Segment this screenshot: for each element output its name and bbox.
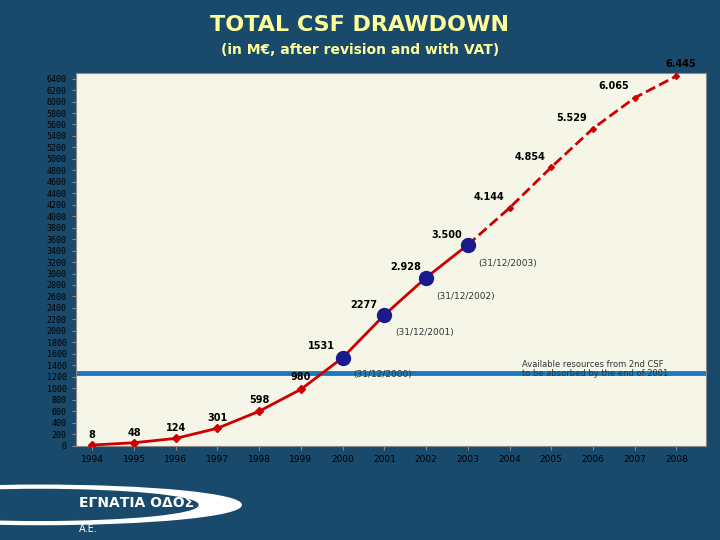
Text: 4.854: 4.854 xyxy=(515,152,546,161)
Circle shape xyxy=(0,489,198,521)
Text: (31/12/2000): (31/12/2000) xyxy=(353,370,412,379)
Point xyxy=(379,310,390,319)
Text: (31/12/2003): (31/12/2003) xyxy=(478,259,537,268)
Text: 8: 8 xyxy=(89,430,96,441)
Text: TOTAL CSF DRAWDOWN: TOTAL CSF DRAWDOWN xyxy=(210,15,510,35)
Point xyxy=(462,240,474,249)
Text: 2.928: 2.928 xyxy=(390,262,420,273)
Text: 3.500: 3.500 xyxy=(431,230,462,240)
Text: 1531: 1531 xyxy=(308,341,336,352)
Text: Α.Ε.: Α.Ε. xyxy=(79,524,98,535)
Text: 124: 124 xyxy=(166,423,186,433)
Text: 4.144: 4.144 xyxy=(473,192,504,202)
Text: 6.065: 6.065 xyxy=(598,81,629,91)
Text: Available resources from 2nd CSF: Available resources from 2nd CSF xyxy=(522,360,664,369)
Text: 301: 301 xyxy=(207,413,228,423)
Text: 2277: 2277 xyxy=(350,300,377,310)
Text: ΕΓΝΑΤΙΑ ΟΔΟΣ: ΕΓΝΑΤΙΑ ΟΔΟΣ xyxy=(79,496,194,510)
Text: to be absorbed by the end of 2001: to be absorbed by the end of 2001 xyxy=(522,369,668,379)
Circle shape xyxy=(0,485,241,524)
Text: 980: 980 xyxy=(291,372,311,382)
Point xyxy=(420,273,432,282)
Text: (31/12/2001): (31/12/2001) xyxy=(395,328,454,337)
Text: 5.529: 5.529 xyxy=(557,113,588,123)
Text: 6.445: 6.445 xyxy=(665,59,696,69)
Point xyxy=(337,353,348,362)
Text: (31/12/2002): (31/12/2002) xyxy=(436,292,495,301)
Text: 598: 598 xyxy=(249,395,269,405)
Text: 48: 48 xyxy=(127,428,141,438)
Text: (in M€, after revision and with VAT): (in M€, after revision and with VAT) xyxy=(221,43,499,57)
